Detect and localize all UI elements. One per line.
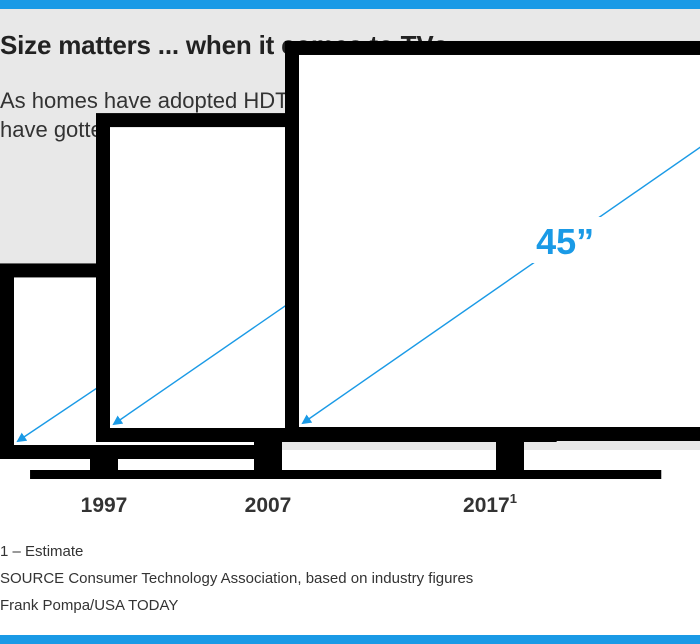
year-label: 20171 <box>463 491 517 517</box>
tv-stand-base <box>30 470 178 479</box>
tv-stand-neck <box>496 441 524 474</box>
tv-stand-base <box>358 470 662 479</box>
value-label: 45” <box>536 221 594 262</box>
value-label-bg <box>525 216 606 263</box>
tv-screen <box>299 54 700 427</box>
bottom-accent-bar <box>0 635 700 644</box>
year-label: 2007 <box>245 494 292 517</box>
tv-stand-base <box>143 470 393 479</box>
source-note: SOURCE Consumer Technology Association, … <box>0 570 474 587</box>
credit-note: Frank Pompa/USA TODAY <box>0 597 179 614</box>
top-accent-bar <box>0 0 700 9</box>
footnote-estimate: 1 – Estimate <box>0 543 84 560</box>
year-label: 1997 <box>81 494 128 517</box>
tv-2017: 45” 20171 <box>285 40 700 517</box>
tv-stand-neck <box>254 442 282 474</box>
footnote-marker: 1 <box>510 491 517 506</box>
